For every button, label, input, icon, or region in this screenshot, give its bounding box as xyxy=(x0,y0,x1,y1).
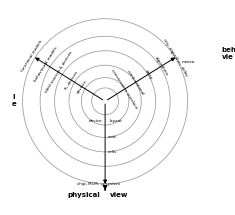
Text: functional models: functional models xyxy=(20,39,43,72)
Text: behavioural models: behavioural models xyxy=(33,46,58,82)
Text: macro: macro xyxy=(182,60,195,64)
Text: ideal sources & devices: ideal sources & devices xyxy=(44,51,73,94)
Text: R, devices: R, devices xyxy=(65,71,79,91)
Text: city, algorithm, delay: city, algorithm, delay xyxy=(162,38,188,77)
Text: combinational: combinational xyxy=(125,69,144,96)
Text: device: device xyxy=(89,118,102,123)
Text: l
e: l e xyxy=(12,94,17,107)
Text: chip, MCM,  μ-system: chip, MCM, μ-system xyxy=(77,182,121,186)
Text: view: view xyxy=(110,192,128,198)
Text: delay: delay xyxy=(143,69,153,80)
Text: beh
vie: beh vie xyxy=(222,47,235,60)
Text: layout: layout xyxy=(109,118,122,123)
Text: cells: cells xyxy=(108,150,117,154)
Text: devices: devices xyxy=(77,79,88,95)
Text: conservative interface: conservative interface xyxy=(110,69,138,110)
Text: physical: physical xyxy=(68,192,101,198)
Text: algorithms: algorithms xyxy=(154,56,169,77)
Text: void: void xyxy=(108,135,117,140)
